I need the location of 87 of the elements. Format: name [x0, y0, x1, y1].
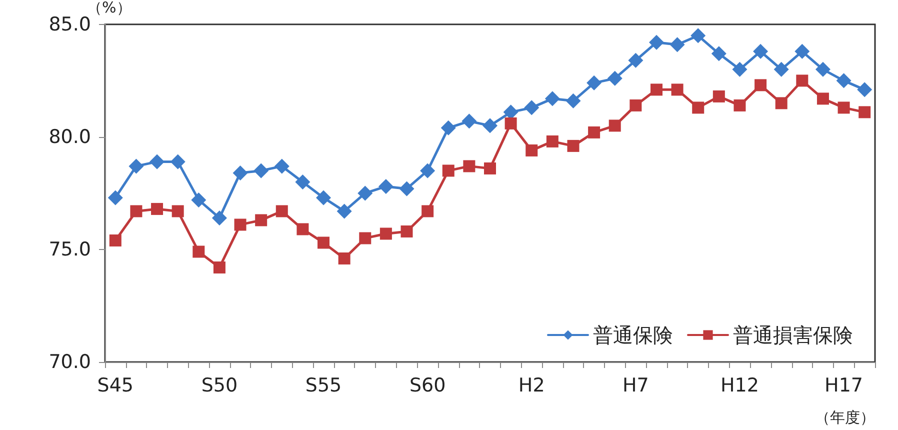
x-tick-label: S45 [97, 374, 134, 396]
point [380, 228, 392, 240]
point [151, 202, 164, 215]
x-tick-label: S60 [409, 374, 446, 396]
x-tick-label: S50 [201, 374, 238, 396]
point [128, 158, 144, 174]
point [836, 73, 852, 88]
point [670, 37, 685, 52]
point [109, 234, 122, 246]
legend-label: 普通損害保険 [733, 323, 853, 347]
point [192, 246, 205, 258]
x-axis-title: （年度） [815, 408, 875, 426]
point [671, 84, 684, 96]
point [648, 34, 664, 50]
point [172, 205, 184, 218]
point [255, 214, 268, 226]
point [588, 126, 600, 138]
point [546, 135, 558, 148]
y-tick-label: 80.0 [48, 126, 91, 148]
point [400, 225, 413, 238]
point [420, 163, 436, 178]
point [734, 99, 746, 112]
x-tick-label: H2 [518, 374, 545, 396]
point [526, 144, 538, 156]
point [440, 120, 456, 136]
point [586, 75, 602, 90]
point [462, 114, 477, 129]
point [422, 205, 434, 218]
point [711, 46, 726, 62]
point [295, 174, 310, 190]
point [544, 91, 560, 106]
point [232, 165, 248, 180]
legend-label: 普通保険 [593, 323, 673, 347]
point [338, 252, 350, 264]
y-tick-label: 75.0 [48, 238, 91, 260]
point [566, 93, 581, 108]
point [628, 52, 644, 68]
point [130, 205, 142, 218]
point [150, 154, 165, 170]
point [359, 232, 372, 244]
x-tick-label: H7 [622, 374, 649, 396]
point [484, 162, 496, 174]
point [838, 102, 850, 114]
point [274, 158, 290, 174]
point [399, 181, 414, 196]
point [567, 140, 580, 152]
point [191, 192, 206, 208]
point [336, 204, 352, 219]
point [857, 82, 872, 98]
point [504, 117, 517, 130]
point [358, 186, 373, 201]
point [796, 74, 808, 87]
point [754, 79, 767, 92]
point [630, 99, 642, 112]
point [608, 120, 621, 132]
point [442, 164, 454, 177]
point [607, 70, 622, 86]
point [234, 218, 246, 231]
point [753, 44, 768, 59]
point [816, 92, 829, 105]
point [254, 163, 269, 178]
x-tick-label: H12 [720, 374, 759, 396]
point [692, 102, 704, 114]
point [296, 223, 309, 236]
point [775, 97, 788, 110]
x-tick-label: S55 [305, 374, 342, 396]
point [276, 205, 288, 218]
point [732, 62, 748, 77]
point [482, 118, 498, 134]
point [108, 190, 123, 206]
point [524, 100, 540, 116]
y-tick-label: 70.0 [48, 351, 91, 373]
point [794, 44, 810, 59]
point [316, 190, 332, 206]
point [650, 84, 662, 96]
point [463, 160, 476, 172]
point [858, 106, 871, 118]
x-tick-label: H17 [824, 374, 864, 396]
point [690, 28, 706, 44]
point [318, 236, 330, 249]
point [170, 154, 186, 170]
point [212, 210, 227, 226]
point [774, 62, 789, 77]
point [712, 90, 725, 102]
point [378, 178, 394, 194]
point [815, 62, 830, 77]
point [213, 261, 226, 274]
